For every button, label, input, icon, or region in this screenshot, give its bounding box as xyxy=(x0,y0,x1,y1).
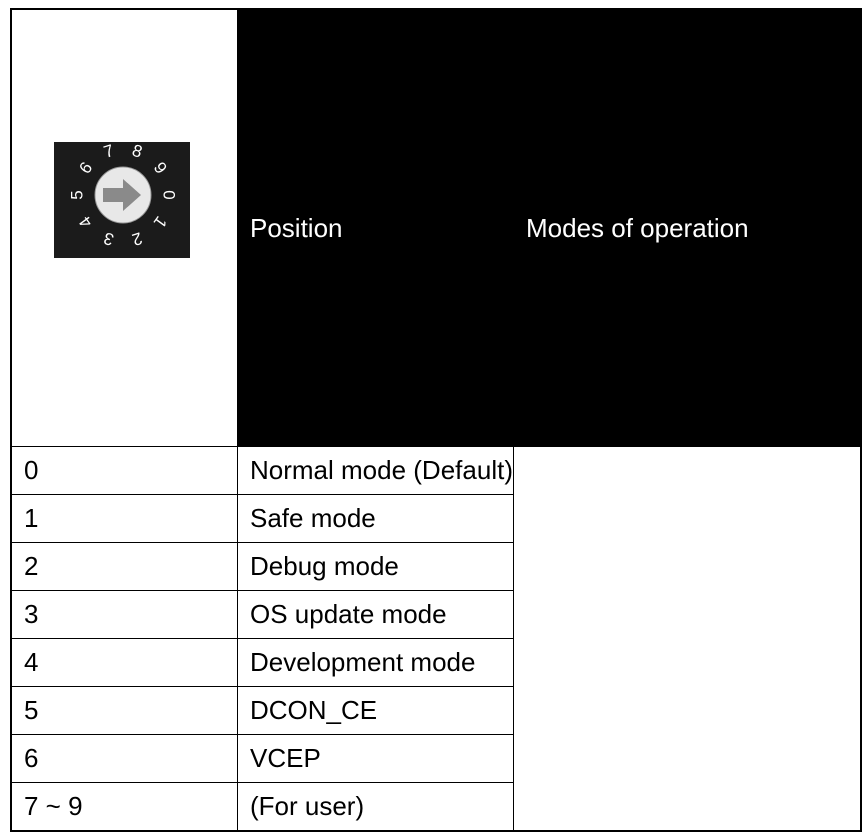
mode-cell: DCON_CE xyxy=(237,686,514,735)
table-row: 6 VCEP xyxy=(10,734,861,783)
position-cell: 2 xyxy=(10,542,238,591)
table-row: 1 Safe mode xyxy=(10,494,861,543)
mode-cell: (For user) xyxy=(237,782,514,832)
mode-cell: Normal mode (Default) xyxy=(237,446,514,495)
switch-digit: 0 xyxy=(160,190,179,199)
header-cell: Modes of operation xyxy=(512,8,862,447)
mode-cell: VCEP xyxy=(237,734,514,783)
position-cell: 5 xyxy=(10,686,238,735)
header-cell: Position xyxy=(237,8,514,447)
table-row: 4 Development mode xyxy=(10,638,861,687)
mode-cell: OS update mode xyxy=(237,590,514,639)
mode-cell: Debug mode xyxy=(237,542,514,591)
position-cell: 0 xyxy=(10,446,238,495)
switch-digit: 5 xyxy=(68,190,87,199)
table-row: 7 ~ 9 (For user) xyxy=(10,782,861,832)
position-cell: 1 xyxy=(10,494,238,543)
table-row: 0 Normal mode (Default) xyxy=(10,446,861,495)
switch-arrow xyxy=(103,179,141,211)
table-row: 3 OS update mode xyxy=(10,590,861,639)
position-cell: 3 xyxy=(10,590,238,639)
position-cell: 6 xyxy=(10,734,238,783)
table-row: 5 DCON_CE xyxy=(10,686,861,735)
mode-cell: Development mode xyxy=(237,638,514,687)
position-cell: 7 ~ 9 xyxy=(10,782,238,832)
mode-cell: Safe mode xyxy=(237,494,514,543)
table-row: 2 Debug mode xyxy=(10,542,861,591)
position-cell: 4 xyxy=(10,638,238,687)
